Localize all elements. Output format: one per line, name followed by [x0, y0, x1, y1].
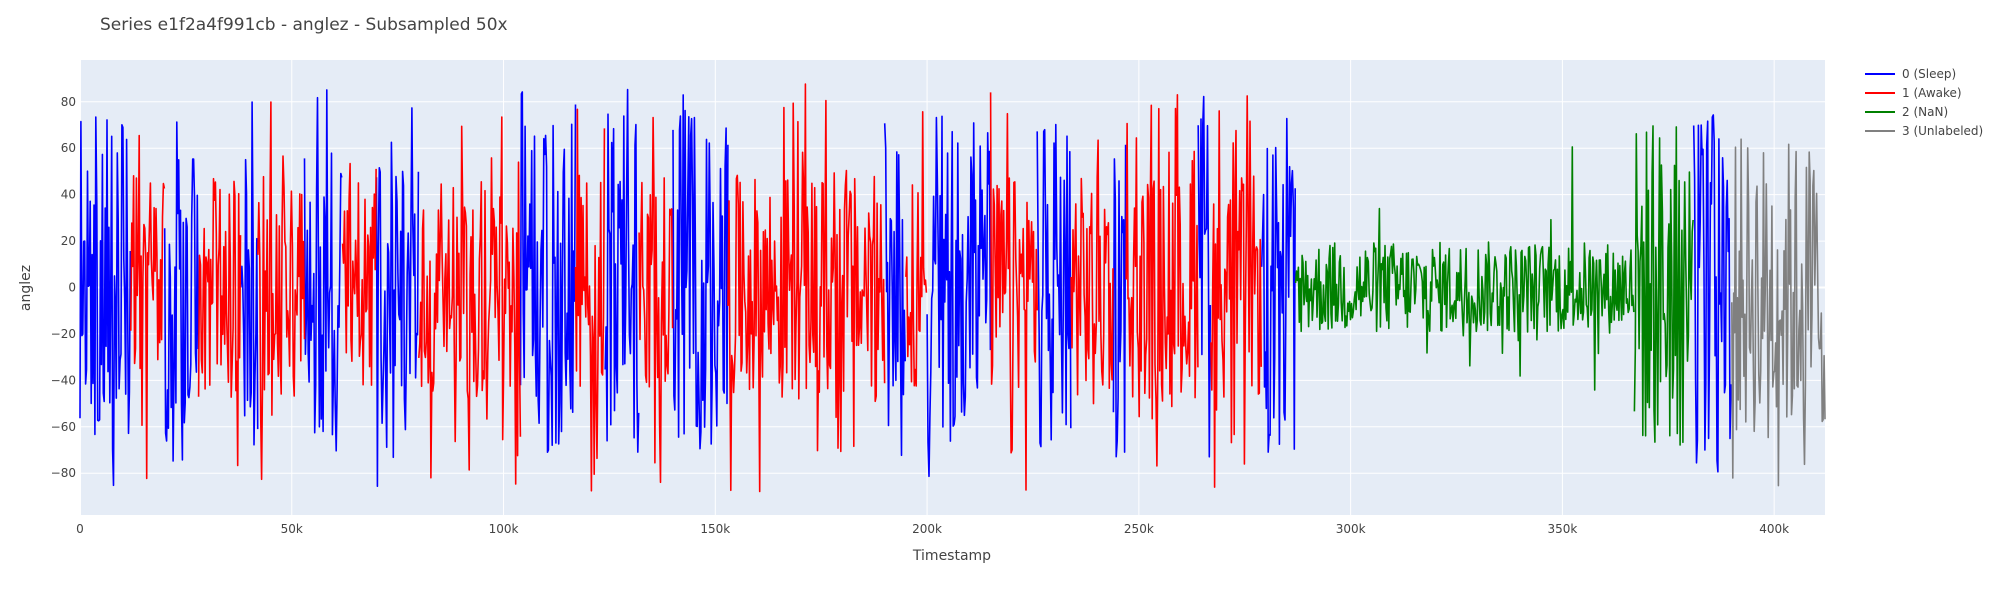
y-tick-label: −40: [51, 373, 76, 387]
series-lines: [79, 83, 1826, 493]
series-line-0: [1692, 114, 1732, 473]
series-line-0: [163, 121, 200, 462]
series-line-1: [727, 83, 886, 493]
legend-item-sleep[interactable]: 0 (Sleep): [1865, 67, 1956, 81]
x-tick-label: 100k: [489, 522, 519, 536]
series-line-1: [257, 101, 306, 481]
legend-item-nan[interactable]: 2 (NaN): [1865, 105, 1948, 119]
x-tick-label: 350k: [1547, 522, 1577, 536]
x-tick-label: 250k: [1124, 522, 1154, 536]
x-tick-label: 0: [76, 522, 84, 536]
y-tick-label: −60: [51, 420, 76, 434]
y-tick-label: 80: [61, 95, 76, 109]
series-line-1: [905, 111, 928, 387]
series-line-1: [1210, 95, 1262, 488]
x-axis-label: Timestamp: [912, 548, 991, 564]
legend-item-awake[interactable]: 1 (Awake): [1865, 86, 1962, 100]
series-line-0: [604, 88, 640, 453]
series-line-0: [240, 101, 259, 446]
legend-item-unlabeled[interactable]: 3 (Unlabeled): [1865, 124, 1983, 138]
legend-label-sleep: 0 (Sleep): [1902, 67, 1956, 81]
series-line-0: [1112, 144, 1127, 458]
series-line-1: [1125, 94, 1199, 467]
series-line-0: [883, 123, 906, 457]
y-tick-label: −20: [51, 327, 76, 341]
series-line-1: [1070, 139, 1114, 405]
series-line-3: [1731, 138, 1826, 487]
series-line-0: [1260, 117, 1296, 453]
series-line-1: [989, 92, 1038, 491]
x-tick-label: 400k: [1759, 522, 1789, 536]
series-line-2: [1633, 125, 1694, 446]
series-line-0: [1197, 95, 1212, 458]
series-line-1: [418, 116, 522, 485]
y-tick-label: 40: [61, 188, 76, 202]
y-axis-label: anglez: [18, 265, 34, 311]
series-line-0: [375, 107, 420, 488]
y-tick-label: 20: [61, 234, 76, 248]
x-tick-label: 300k: [1336, 522, 1366, 536]
series-line-0: [303, 89, 343, 452]
legend-label-nan: 2 (NaN): [1902, 105, 1948, 119]
series-line-1: [574, 108, 606, 492]
y-tick-label: 60: [61, 141, 76, 155]
y-tick-label: 0: [68, 281, 76, 295]
series-line-1: [341, 162, 377, 386]
series-line-0: [79, 116, 132, 487]
series-line-0: [1036, 123, 1072, 448]
series-line-1: [638, 116, 674, 484]
series-line-1: [130, 134, 166, 480]
series-line-0: [672, 94, 729, 450]
legend-label-unlabeled: 3 (Unlabeled): [1902, 124, 1983, 138]
series-line-2: [1294, 146, 1635, 391]
series-line-1: [197, 177, 242, 467]
legend: 0 (Sleep) 1 (Awake) 2 (NaN) 3 (Unlabeled…: [1865, 67, 1983, 138]
y-tick-label: −80: [51, 466, 76, 480]
tick-labels: −80 −60 −40 −20 0 20 40 60 80 0 50k 100k 150k 200k 250…: [51, 95, 1789, 536]
x-tick-label: 200k: [912, 522, 942, 536]
series-line-0: [519, 91, 577, 454]
x-tick-label: 50k: [281, 522, 303, 536]
legend-label-awake: 1 (Awake): [1902, 86, 1962, 100]
series-line-0: [926, 115, 992, 478]
chart-title: Series e1f2a4f991cb - anglez - Subsample…: [100, 15, 508, 35]
x-tick-label: 150k: [700, 522, 730, 536]
